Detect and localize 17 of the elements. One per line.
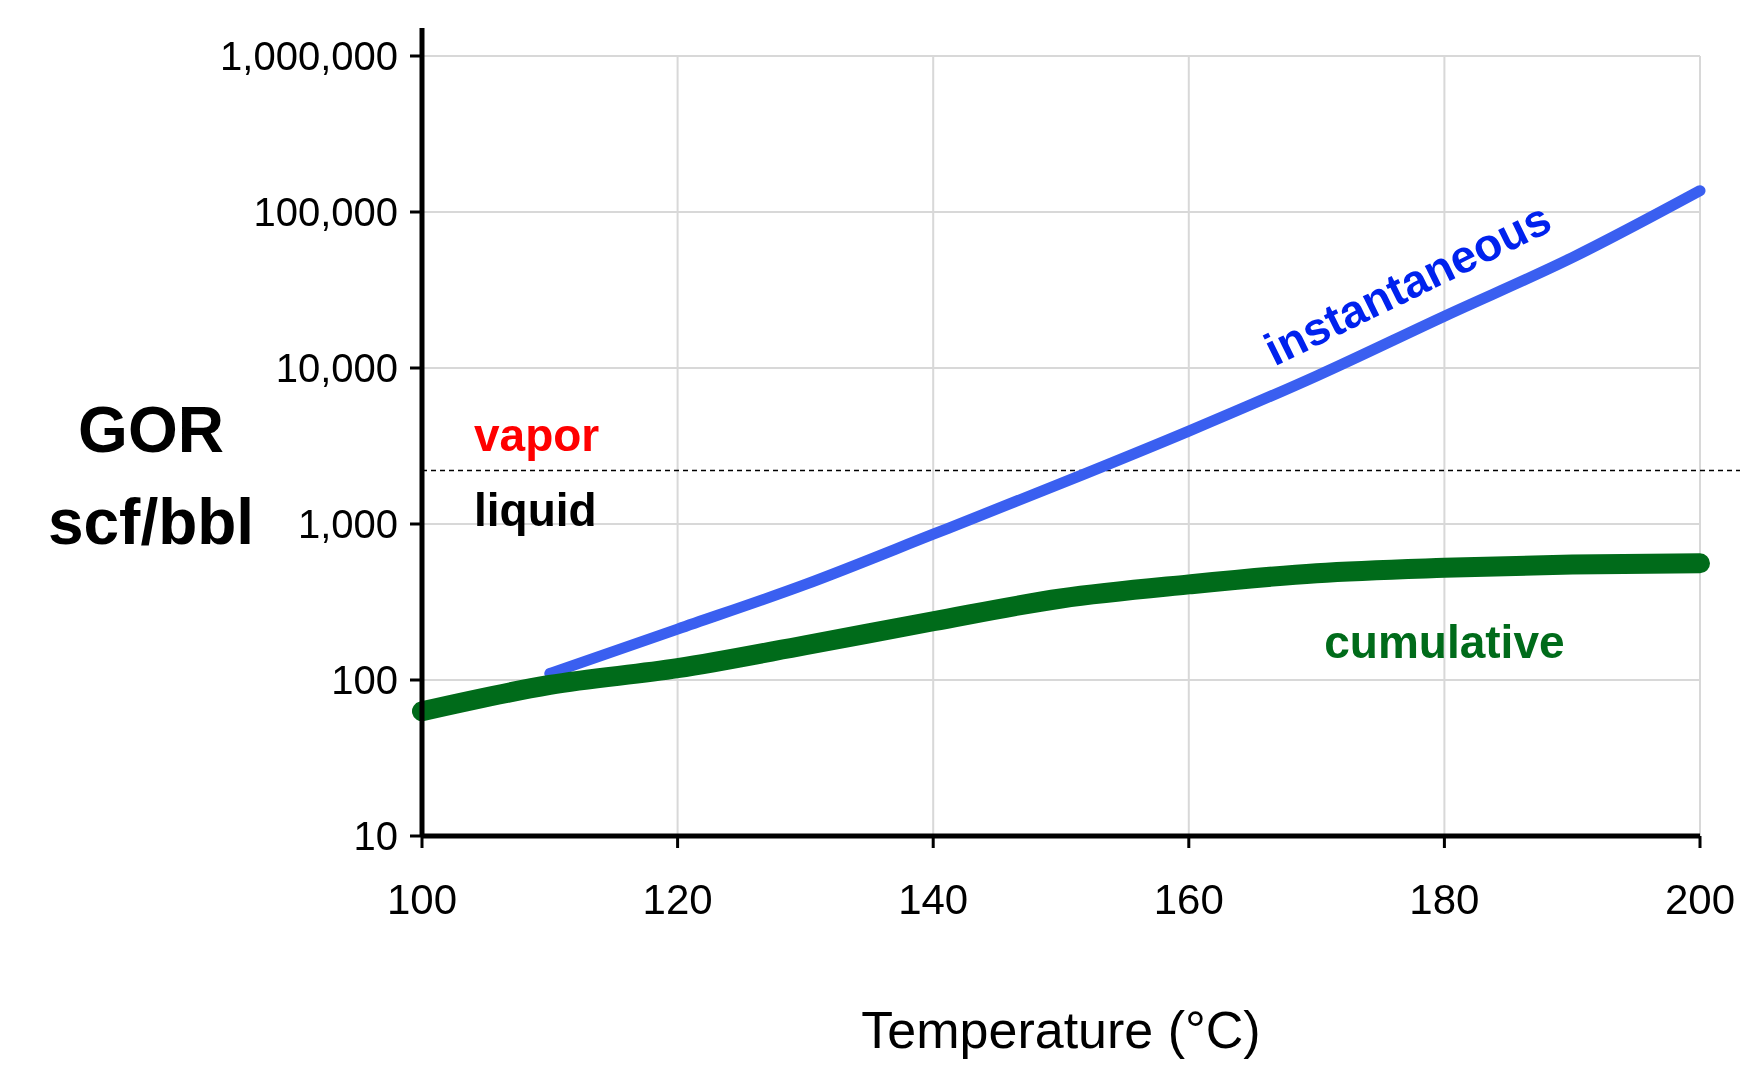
x-tick-label: 200 bbox=[1664, 876, 1736, 923]
x-axis-title: Temperature (°C) bbox=[861, 1001, 1261, 1059]
y-tick-label: 10,000 bbox=[275, 346, 398, 390]
annotation: liquid bbox=[474, 483, 597, 536]
series-label: cumulative bbox=[1324, 615, 1565, 668]
x-tick-label: 160 bbox=[1153, 876, 1224, 923]
y-tick-label: 1,000 bbox=[297, 502, 398, 546]
y-tick-label: 100 bbox=[331, 658, 398, 702]
x-tick-label: 100 bbox=[386, 876, 458, 923]
x-tick-label: 120 bbox=[642, 876, 713, 923]
x-tick-label: 180 bbox=[1409, 876, 1480, 923]
y-tick-label: 1,000,000 bbox=[220, 34, 398, 78]
y-tick-label: 100,000 bbox=[253, 190, 398, 234]
y-axis-title: GOR scf/bbl bbox=[47, 394, 255, 558]
x-tick-label: 140 bbox=[898, 876, 969, 923]
y-tick-label: 10 bbox=[353, 814, 398, 858]
annotation: vapor bbox=[474, 408, 600, 461]
